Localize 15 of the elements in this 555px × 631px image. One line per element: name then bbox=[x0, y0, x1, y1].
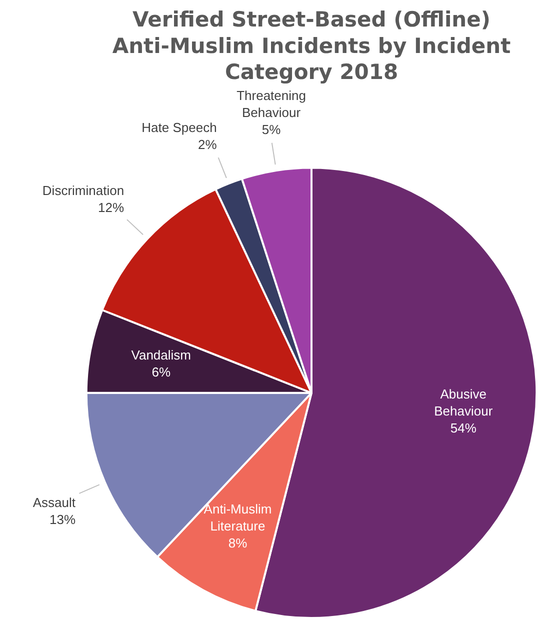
slice-label: Hate Speech bbox=[142, 120, 217, 135]
data-label: 5% bbox=[262, 122, 282, 137]
slice-label: Vandalism bbox=[131, 347, 191, 362]
chart-title: Verified Street-Based (Offline) Anti-Muslim Incidents by Incident Category 2018 bbox=[112, 8, 511, 84]
data-label: 6% bbox=[152, 364, 171, 380]
data-label: 13% bbox=[49, 512, 76, 528]
data-label: 12% bbox=[98, 200, 124, 215]
slice-label: Threatening Behaviour bbox=[236, 88, 306, 120]
slice-label: Discrimination bbox=[42, 182, 124, 198]
slice-label: Anti-Muslim Literature bbox=[204, 502, 272, 534]
slice-label: Assault bbox=[32, 495, 76, 510]
data-label: 8% bbox=[228, 536, 248, 551]
slice-label: Abusive Behaviour bbox=[434, 386, 494, 419]
data-label: 54% bbox=[450, 420, 477, 436]
data-label: 2% bbox=[198, 136, 218, 152]
